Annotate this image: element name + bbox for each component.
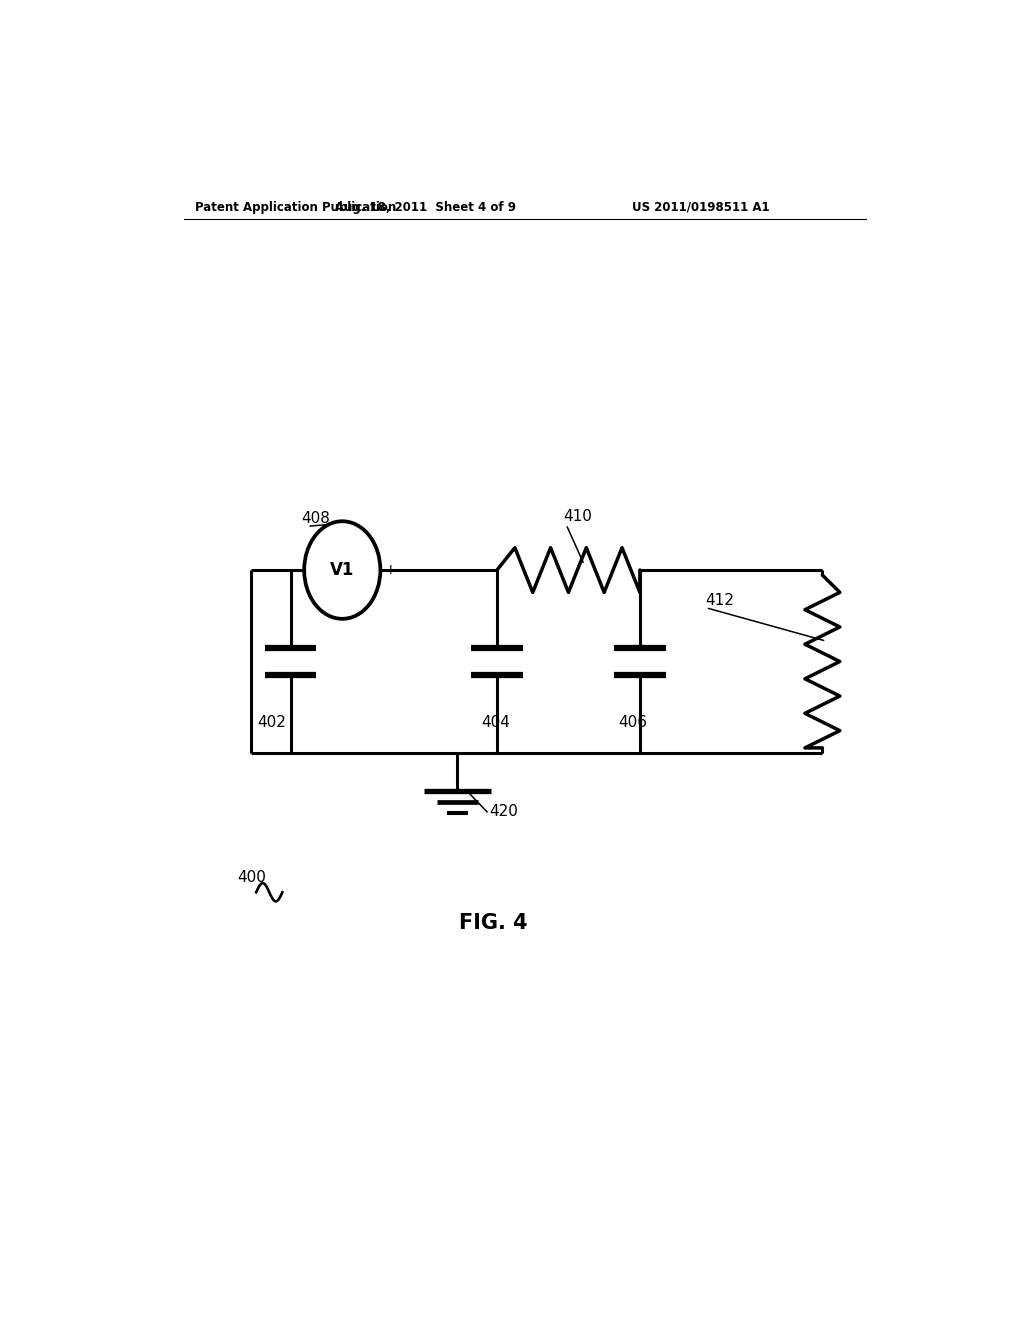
Text: 402: 402: [257, 714, 287, 730]
Text: US 2011/0198511 A1: US 2011/0198511 A1: [632, 201, 770, 214]
Text: Aug. 18, 2011  Sheet 4 of 9: Aug. 18, 2011 Sheet 4 of 9: [335, 201, 516, 214]
Text: −: −: [286, 564, 297, 577]
Text: 406: 406: [618, 714, 647, 730]
Text: 400: 400: [238, 870, 266, 886]
Text: 410: 410: [563, 510, 592, 524]
Text: V1: V1: [330, 561, 354, 579]
Text: FIG. 4: FIG. 4: [459, 912, 527, 933]
Text: 420: 420: [489, 804, 518, 818]
Text: 408: 408: [301, 511, 330, 527]
Text: 412: 412: [706, 593, 734, 607]
Text: 404: 404: [481, 714, 510, 730]
Circle shape: [304, 521, 380, 619]
Text: Patent Application Publication: Patent Application Publication: [196, 201, 396, 214]
Text: +: +: [385, 564, 396, 577]
